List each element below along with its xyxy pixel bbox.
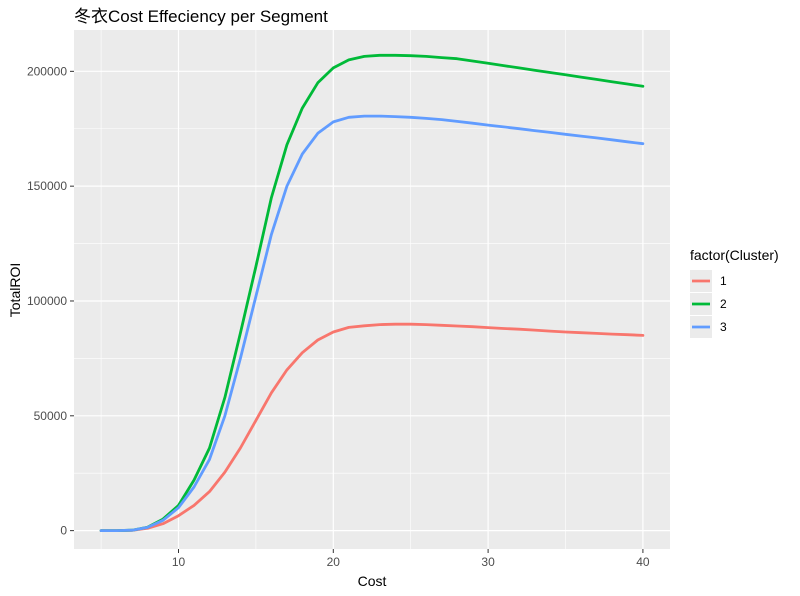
y-tick-label: 200000 bbox=[27, 64, 67, 78]
x-tick-label: 10 bbox=[172, 555, 186, 569]
series-line-2 bbox=[99, 53, 645, 532]
x-axis: 10 20 30 40 bbox=[172, 549, 650, 569]
legend: factor(Cluster) 1 2 3 bbox=[690, 247, 779, 338]
y-tick-label: 150000 bbox=[27, 179, 67, 193]
legend-label-3: 3 bbox=[720, 320, 727, 334]
y-tick-label: 50000 bbox=[34, 409, 68, 423]
series-line-3 bbox=[99, 114, 645, 532]
y-axis-title: TotalROI bbox=[7, 263, 23, 317]
x-tick-label: 40 bbox=[636, 555, 650, 569]
plot-panel bbox=[74, 30, 670, 549]
y-tick-label: 100000 bbox=[27, 294, 67, 308]
series-lines bbox=[99, 53, 645, 532]
legend-label-2: 2 bbox=[720, 297, 727, 311]
y-axis: 0 50000 100000 150000 200000 bbox=[27, 64, 74, 538]
grid-major bbox=[74, 30, 670, 549]
series-line-1 bbox=[99, 322, 645, 532]
x-axis-title: Cost bbox=[358, 573, 387, 589]
chart-title: 冬衣Cost Effeciency per Segment bbox=[74, 7, 328, 26]
x-tick-label: 20 bbox=[327, 555, 341, 569]
legend-label-1: 1 bbox=[720, 274, 727, 288]
y-tick-label: 0 bbox=[60, 524, 67, 538]
x-tick-label: 30 bbox=[481, 555, 495, 569]
legend-title: factor(Cluster) bbox=[690, 247, 779, 263]
